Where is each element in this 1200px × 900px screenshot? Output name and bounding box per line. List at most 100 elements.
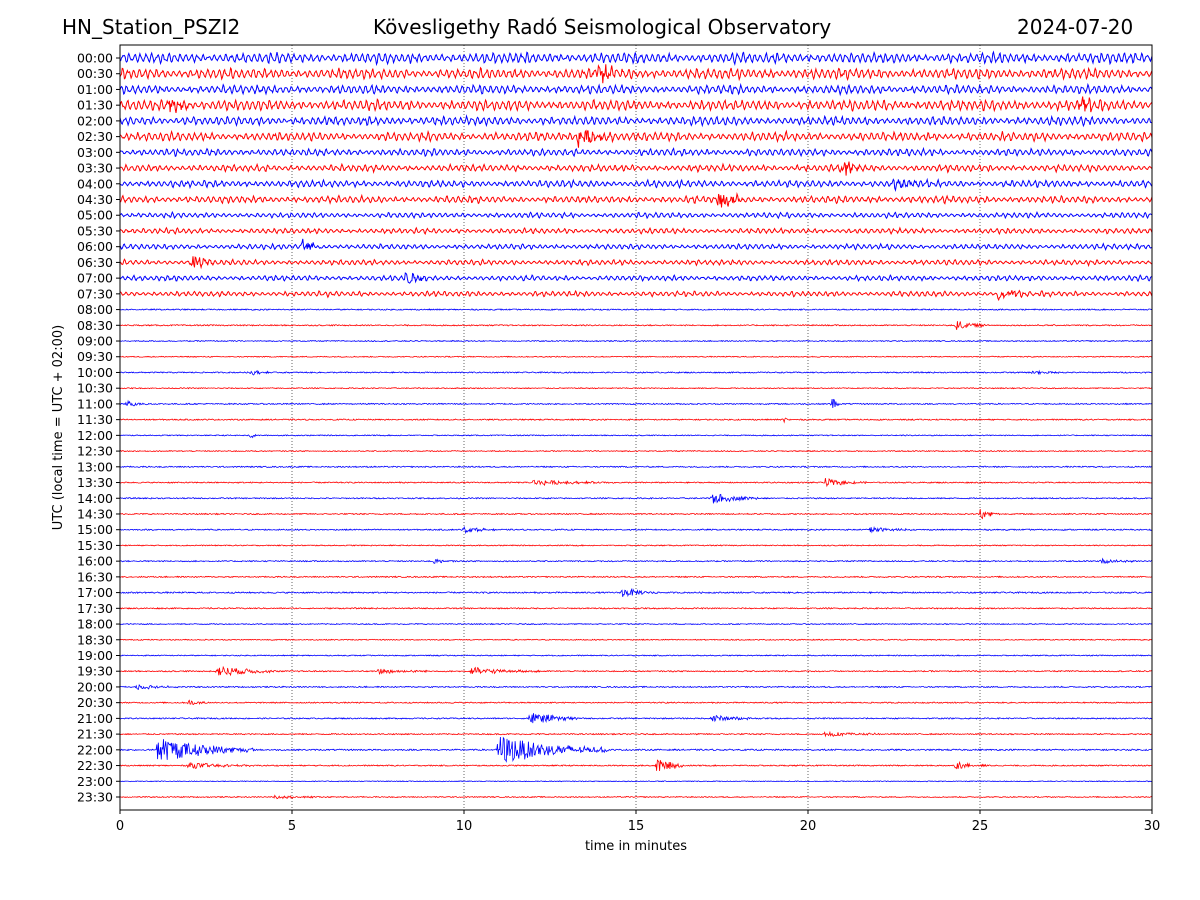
date-title: 2024-07-20 [1017, 15, 1134, 39]
trace-0400 [119, 177, 1153, 193]
x-tick-label: 10 [456, 819, 473, 834]
trace-1230 [119, 449, 1153, 453]
trace-1930 [119, 665, 1153, 677]
y-tick-label: 22:30 [77, 758, 113, 773]
trace-0830 [119, 321, 1153, 331]
x-tick-label: 5 [288, 819, 296, 834]
y-tick-label: 06:00 [77, 239, 113, 254]
trace-0930 [119, 355, 1153, 358]
trace-2100 [119, 713, 1153, 724]
y-tick-label: 09:30 [77, 349, 113, 364]
y-axis-label: UTC (local time = UTC + 02:00) [51, 325, 66, 530]
trace-2130 [119, 730, 1152, 738]
trace-1800 [119, 622, 1153, 626]
y-tick-label: 04:30 [77, 192, 113, 207]
trace-1600 [119, 557, 1153, 565]
trace-0530 [119, 226, 1153, 236]
y-tick-label: 02:30 [77, 129, 113, 144]
y-tick-label: 00:30 [77, 66, 113, 81]
observatory-title: Kövesligethy Radó Seismological Observat… [373, 15, 832, 39]
trace-0630 [119, 256, 1153, 270]
y-tick-label: 19:30 [77, 664, 113, 679]
trace-1700 [119, 588, 1153, 598]
y-tick-label: 23:00 [77, 774, 113, 789]
trace-0200 [119, 114, 1153, 128]
trace-2000 [119, 683, 1153, 691]
trace-0300 [119, 146, 1153, 158]
station-title: HN_Station_PSZI2 [62, 15, 241, 39]
trace-1100 [119, 398, 1153, 409]
trace-0800 [119, 308, 1153, 311]
trace-0600 [119, 238, 1153, 251]
trace-0730 [119, 289, 1153, 302]
y-tick-label: 04:00 [77, 176, 113, 191]
y-tick-label: 05:30 [77, 223, 113, 238]
trace-1200 [119, 433, 1153, 439]
x-tick-label: 25 [972, 819, 989, 834]
y-tick-label: 09:00 [77, 334, 113, 349]
y-tick-label: 01:00 [77, 82, 113, 97]
trace-0000 [119, 50, 1153, 67]
x-axis-label: time in minutes [585, 839, 687, 854]
trace-1430 [119, 508, 1153, 520]
y-tick-label: 03:00 [77, 145, 113, 160]
x-tick-label: 30 [1144, 819, 1161, 834]
trace-0030 [119, 64, 1153, 84]
x-tick-label: 20 [800, 819, 817, 834]
y-tick-label: 22:00 [77, 742, 113, 757]
y-tick-label: 11:30 [77, 412, 113, 427]
y-tick-label: 12:00 [77, 428, 113, 443]
y-tick-label: 07:00 [77, 271, 113, 286]
y-tick-label: 14:30 [77, 506, 113, 521]
y-tick-label: 06:30 [77, 255, 113, 270]
y-tick-label: 00:00 [77, 51, 113, 66]
y-tick-label: 07:30 [77, 286, 113, 301]
y-tick-label: 15:30 [77, 538, 113, 553]
trace-0330 [119, 161, 1153, 176]
y-tick-label: 12:30 [77, 444, 113, 459]
y-tick-label: 19:00 [77, 648, 113, 663]
trace-0230 [119, 129, 1153, 148]
y-tick-label: 15:00 [77, 522, 113, 537]
trace-2300 [119, 780, 1153, 783]
trace-1300 [119, 465, 1153, 469]
trace-0430 [120, 192, 1153, 208]
y-tick-label: 16:30 [77, 569, 113, 584]
trace-0900 [119, 339, 1153, 343]
y-tick-label: 20:30 [77, 695, 113, 710]
y-tick-label: 17:30 [77, 601, 113, 616]
trace-0130 [119, 96, 1153, 113]
x-tick-label: 0 [116, 819, 124, 834]
trace-1630 [119, 575, 1153, 579]
trace-1130 [120, 417, 1153, 424]
trace-2330 [119, 794, 1153, 800]
trace-2030 [119, 699, 1153, 705]
trace-1730 [119, 607, 1153, 610]
y-tick-label: 16:00 [77, 554, 113, 569]
trace-2200 [119, 736, 1153, 763]
trace-1030 [119, 387, 1153, 390]
y-tick-label: 21:00 [77, 711, 113, 726]
y-tick-label: 10:00 [77, 365, 113, 380]
y-tick-label: 17:00 [77, 585, 113, 600]
trace-0700 [119, 272, 1153, 284]
y-tick-label: 13:00 [77, 459, 113, 474]
trace-2230 [119, 759, 1153, 772]
y-tick-label: 08:00 [77, 302, 113, 317]
trace-0500 [119, 210, 1153, 220]
y-tick-label: 13:30 [77, 475, 113, 490]
y-tick-label: 20:00 [77, 679, 113, 694]
trace-1500 [119, 525, 1153, 535]
y-tick-label: 01:30 [77, 98, 113, 113]
y-tick-label: 05:00 [77, 208, 113, 223]
trace-1830 [119, 638, 1153, 641]
trace-1330 [119, 478, 1153, 488]
y-tick-label: 14:00 [77, 491, 113, 506]
x-tick-label: 15 [628, 819, 645, 834]
y-tick-label: 18:30 [77, 632, 113, 647]
y-tick-label: 02:00 [77, 113, 113, 128]
y-tick-label: 23:30 [77, 790, 113, 805]
y-tick-label: 11:00 [77, 396, 113, 411]
y-tick-label: 21:30 [77, 727, 113, 742]
